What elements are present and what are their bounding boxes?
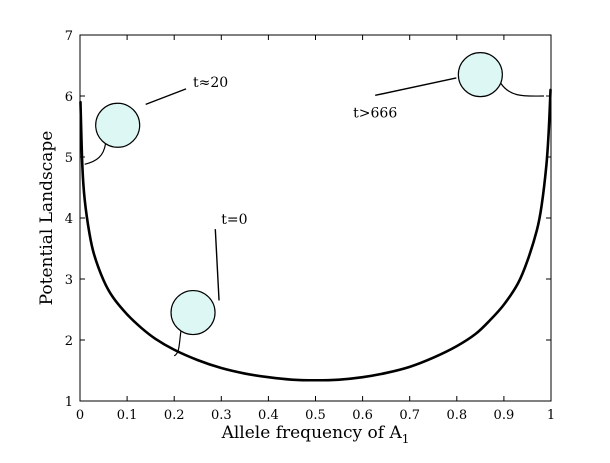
- annotation-pointer: [214, 229, 220, 301]
- x-tick-label: 0.5: [305, 408, 326, 423]
- x-tick-label: 0.6: [352, 408, 373, 423]
- y-tick-label: 4: [65, 212, 73, 227]
- x-tick-label: 0.4: [258, 408, 279, 423]
- x-axis-title-subscript: 1: [402, 432, 410, 446]
- x-axis-title: Allele frequency of A1: [221, 423, 410, 446]
- annotation-pointer: [375, 77, 457, 97]
- annotation-pointer: [145, 88, 187, 106]
- annotation-label: t=0: [221, 212, 247, 228]
- y-tick-label: 3: [65, 273, 73, 288]
- y-axis-title: Potential Landscape: [37, 131, 57, 306]
- x-tick-label: 0.7: [399, 408, 420, 423]
- x-tick-label: 0.3: [211, 408, 232, 423]
- y-tick-label: 7: [65, 29, 73, 44]
- balloon-string: [173, 330, 182, 357]
- balloon-marker: [95, 102, 141, 148]
- annotation-layer: t=0 t≈20 t>666: [84, 75, 544, 357]
- x-axis-title-text: Allele frequency of A: [221, 423, 403, 443]
- axis-ticks: 0 0.1 0.2 0.3 0.4 0.5 0.6 0.7 0.8 0.9 1 1 2 3 4 5 6 7: [65, 29, 555, 423]
- annotation-label: t>666: [353, 105, 397, 121]
- x-tick-label: 0.2: [164, 408, 185, 423]
- x-tick-label: 1: [547, 408, 555, 423]
- balloon-marker: [170, 289, 216, 336]
- y-tick-label: 5: [65, 151, 73, 166]
- potential-curve: [79, 88, 552, 382]
- balloon-string: [500, 82, 544, 97]
- balloon-string: [84, 143, 107, 165]
- x-tick-label: 0.1: [117, 408, 138, 423]
- x-tick-label: 0.9: [494, 408, 515, 423]
- balloon-layer: [95, 52, 503, 336]
- balloon-marker: [457, 52, 503, 98]
- y-tick-label: 6: [65, 90, 73, 105]
- y-tick-label: 2: [65, 334, 73, 349]
- annotation-label: t≈20: [193, 75, 228, 91]
- x-tick-label: 0: [76, 408, 84, 423]
- x-tick-label: 0.8: [446, 408, 467, 423]
- y-tick-label: 1: [65, 395, 73, 410]
